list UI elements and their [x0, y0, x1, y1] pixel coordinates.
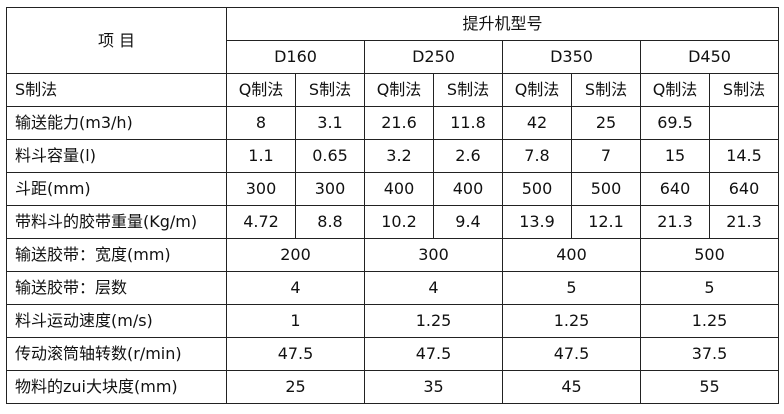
value-cell: 4 [226, 271, 365, 305]
value-cell: 400 [502, 238, 641, 272]
value-cell: 500 [502, 172, 572, 206]
value-cell: 55 [639, 370, 780, 404]
row-label: S制法 [6, 73, 227, 107]
value-cell: 1.25 [502, 304, 641, 338]
row-label: 输送胶带：层数 [6, 271, 227, 305]
value-cell: 35 [364, 370, 503, 404]
row-label: 输送能力(m3/h) [6, 106, 227, 140]
row-label: 料斗运动速度(m/s) [6, 304, 227, 338]
value-cell: 1.25 [364, 304, 503, 338]
table-row: 输送胶带：层数 4 4 5 5 [6, 271, 780, 305]
value-cell: 37.5 [639, 337, 780, 371]
value-cell: 3.1 [295, 106, 365, 140]
value-cell: 47.5 [502, 337, 641, 371]
value-cell: 300 [226, 172, 296, 206]
value-cell: 500 [639, 238, 780, 272]
table-row: 斗距(mm) 300 300 400 400 500 500 640 640 [6, 172, 780, 206]
value-cell: 640 [640, 172, 710, 206]
table-row: 输送能力(m3/h) 8 3.1 21.6 11.8 42 25 69.5 [6, 106, 780, 140]
value-cell: 3.2 [364, 139, 434, 173]
method-cell: S制法 [433, 73, 503, 107]
method-cell: S制法 [708, 73, 780, 107]
value-cell: 47.5 [226, 337, 365, 371]
value-cell: 69.5 [640, 106, 710, 140]
row-label: 传动滚筒轴转数(r/min) [6, 337, 227, 371]
model-cell: D350 [502, 40, 641, 74]
table-row: 输送胶带：宽度(mm) 200 300 400 500 [6, 238, 780, 272]
method-cell: S制法 [571, 73, 641, 107]
value-cell: 1 [226, 304, 365, 338]
method-cell: S制法 [295, 73, 365, 107]
value-cell: 8.8 [295, 205, 365, 239]
method-cell: Q制法 [502, 73, 572, 107]
elevator-spec-table: 项 目 提升机型号 D160 D250 D350 D450 S制法 Q制法 S制… [6, 7, 780, 404]
value-cell: 9.4 [433, 205, 503, 239]
value-cell: 45 [502, 370, 641, 404]
value-cell: 4 [364, 271, 503, 305]
model-header: 提升机型号 [225, 7, 780, 41]
row-label: 带料斗的胶带重量(Kg/m) [6, 205, 227, 239]
value-cell [708, 106, 780, 140]
table-row: 带料斗的胶带重量(Kg/m) 4.72 8.8 10.2 9.4 13.9 12.1 21.3… [6, 205, 780, 239]
row-label: 料斗容量(l) [6, 139, 227, 173]
value-cell: 200 [226, 238, 365, 272]
value-cell: 1.1 [226, 139, 296, 173]
row-label: 输送胶带：宽度(mm) [6, 238, 227, 272]
value-cell: 500 [571, 172, 641, 206]
value-cell: 47.5 [364, 337, 503, 371]
value-cell: 4.72 [226, 205, 296, 239]
value-cell: 300 [295, 172, 365, 206]
value-cell: 14.5 [708, 139, 780, 173]
value-cell: 8 [226, 106, 296, 140]
table-row: 传动滚筒轴转数(r/min) 47.5 47.5 47.5 37.5 [6, 337, 780, 371]
value-cell: 5 [502, 271, 641, 305]
method-cell: Q制法 [640, 73, 710, 107]
value-cell: 21.6 [364, 106, 434, 140]
value-cell: 640 [708, 172, 780, 206]
value-cell: 21.3 [640, 205, 710, 239]
method-row: S制法 Q制法 S制法 Q制法 S制法 Q制法 S制法 Q制法 S制法 [6, 73, 780, 107]
value-cell: 42 [502, 106, 572, 140]
item-header: 项 目 [6, 7, 227, 74]
value-cell: 11.8 [433, 106, 503, 140]
header-row-1: 项 目 提升机型号 [6, 7, 780, 74]
value-cell: 10.2 [364, 205, 434, 239]
value-cell: 300 [364, 238, 503, 272]
value-cell: 21.3 [708, 205, 780, 239]
table-row: 物料的zui大块度(mm) 25 35 45 55 [6, 370, 780, 404]
value-cell: 25 [226, 370, 365, 404]
value-cell: 7.8 [502, 139, 572, 173]
row-label: 物料的zui大块度(mm) [6, 370, 227, 404]
value-cell: 400 [433, 172, 503, 206]
value-cell: 2.6 [433, 139, 503, 173]
value-cell: 7 [571, 139, 641, 173]
value-cell: 25 [571, 106, 641, 140]
value-cell: 15 [640, 139, 710, 173]
model-cell: D160 [226, 40, 365, 74]
value-cell: 13.9 [502, 205, 572, 239]
method-cell: Q制法 [226, 73, 296, 107]
value-cell: 400 [364, 172, 434, 206]
model-cell: D450 [639, 40, 780, 74]
table-row: 料斗运动速度(m/s) 1 1.25 1.25 1.25 [6, 304, 780, 338]
value-cell: 0.65 [295, 139, 365, 173]
row-label: 斗距(mm) [6, 172, 227, 206]
model-cell: D250 [364, 40, 503, 74]
value-cell: 12.1 [571, 205, 641, 239]
method-cell: Q制法 [364, 73, 434, 107]
table-row: 料斗容量(l) 1.1 0.65 3.2 2.6 7.8 7 15 14.5 [6, 139, 780, 173]
value-cell: 5 [639, 271, 780, 305]
value-cell: 1.25 [639, 304, 780, 338]
header-row-models: D160 D250 D350 D450 [7, 40, 780, 74]
